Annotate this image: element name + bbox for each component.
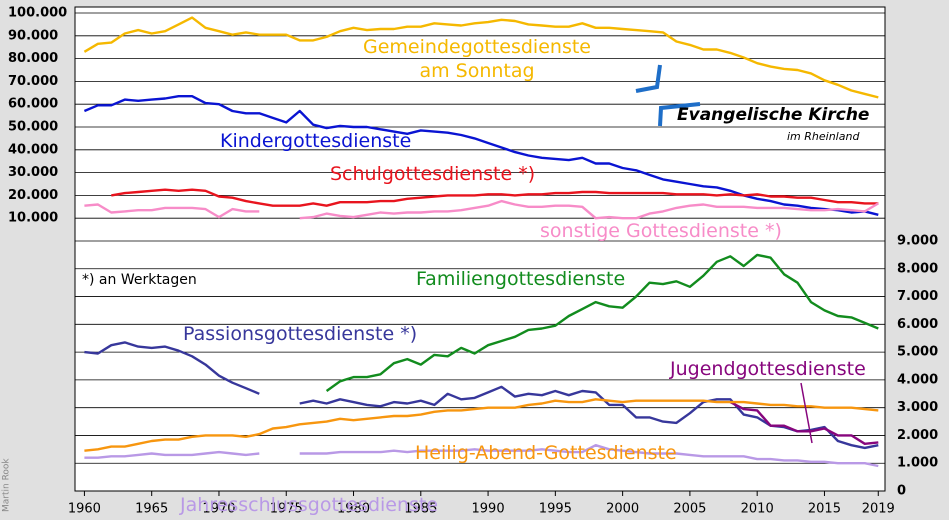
y-tick-label: 70.000 <box>8 74 58 89</box>
x-tick-label: 2019 <box>862 502 895 517</box>
series-line <box>729 401 879 445</box>
y2-tick-label: 0 <box>897 484 906 499</box>
x-tick-label: 2005 <box>673 502 706 517</box>
series-label: Kindergottesdienste <box>220 130 412 152</box>
x-tick-label: 1980 <box>337 502 370 517</box>
footnote: *) an Werktagen <box>82 272 197 288</box>
series-line <box>84 398 879 452</box>
y-tick-label: 90.000 <box>8 28 58 43</box>
y2-tick-label: 6.000 <box>897 317 938 332</box>
y-tick-label: 20.000 <box>8 188 58 203</box>
series-line <box>83 16 879 99</box>
y2-tick-label: 8.000 <box>897 261 938 276</box>
x-tick-label: 2000 <box>606 502 639 517</box>
x-tick-label: 1965 <box>135 502 168 517</box>
x-tick-label: 1970 <box>202 502 235 517</box>
y2-tick-label: 3.000 <box>897 400 938 415</box>
marks <box>75 12 885 492</box>
x-tick-label: 1995 <box>539 502 572 517</box>
y-tick-label: 10.000 <box>8 211 58 226</box>
y2-tick-label: 5.000 <box>897 345 938 360</box>
y-tick-label: 40.000 <box>8 142 58 157</box>
y-tick-label: 60.000 <box>8 97 58 112</box>
logo-lower <box>658 102 701 127</box>
brand: Evangelische Kirche <box>677 105 870 125</box>
brand-sub: im Rheinland <box>787 130 860 143</box>
y-tick-label: 80.000 <box>8 51 58 66</box>
y-tick-label: 30.000 <box>8 165 58 180</box>
x-tick-label: 2015 <box>808 502 841 517</box>
series-label: Schulgottesdienste *) <box>330 163 536 185</box>
series-label: sonstige Gottesdienste *) <box>540 220 782 242</box>
y-tick-label: 50.000 <box>8 120 58 135</box>
y2-tick-label: 7.000 <box>897 289 938 304</box>
series-label: Jugendgottesdienste <box>670 358 866 380</box>
y2-tick-label: 2.000 <box>897 428 938 443</box>
y2-tick-label: 1.000 <box>897 456 938 471</box>
series-label: Heilig-Abend-Gottesdienste <box>415 442 677 464</box>
y-tick-label: 100.000 <box>8 6 67 21</box>
leader-line <box>800 382 813 444</box>
x-tick-label: 2010 <box>741 502 774 517</box>
x-tick-label: 1975 <box>270 502 303 517</box>
series-label: Jahresschlussgottesdienste <box>180 494 439 516</box>
series-line <box>325 253 879 392</box>
series-line <box>84 199 879 220</box>
y2-tick-label: 4.000 <box>897 372 938 387</box>
series-label: Passionsgottesdienste *) <box>183 323 418 345</box>
y2-tick-label: 9.000 <box>897 234 938 249</box>
series-label: Familiengottesdienste <box>416 268 626 290</box>
series-label: Gemeindegottesdienste am Sonntag <box>363 36 591 82</box>
x-tick-label: 1985 <box>404 502 437 517</box>
series-line <box>84 444 879 468</box>
x-tick-label: 1990 <box>472 502 505 517</box>
credit: Martin Rook <box>2 458 12 512</box>
logo-upper <box>635 64 662 93</box>
x-tick-label: 1960 <box>68 502 101 517</box>
series-line <box>111 188 879 207</box>
